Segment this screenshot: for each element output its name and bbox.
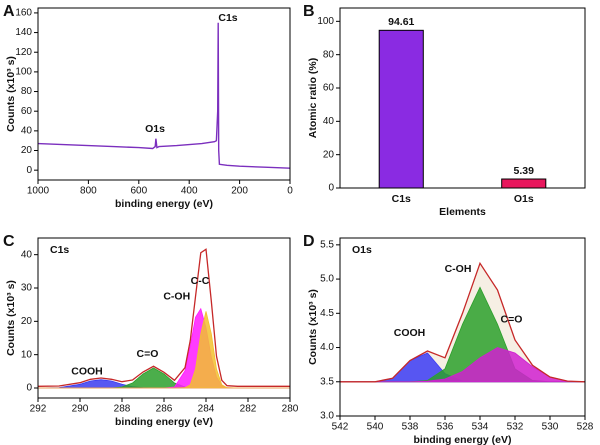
y-tick-label: 0 [328,183,334,194]
y-axis-label: Counts (x10³ s) [5,56,17,132]
x-tick-label: 400 [181,186,198,197]
component-area [340,286,585,383]
x-tick-label: 800 [80,186,97,197]
envelope-line [37,248,290,387]
value-label: 5.39 [514,165,535,177]
y-tick-label: 80 [21,86,33,97]
component-label: C-OH [445,263,472,275]
y-tick-label: 60 [21,106,33,117]
y-tick-label: 5.5 [320,239,334,250]
plot-frame [339,7,586,189]
component-label: COOH [71,365,103,377]
x-tick-label: 282 [240,404,257,415]
y-tick-label: 100 [317,16,334,27]
x-tick-label: O1s [514,193,534,205]
x-tick-label: 200 [231,186,248,197]
y-tick-label: 60 [323,83,335,94]
peak-annotation: C1s [218,12,237,24]
x-tick-label: 530 [542,422,559,433]
peak-annotation: O1s [145,123,165,135]
x-axis-label: binding energy (eV) [115,198,213,210]
y-tick-label: 3.5 [320,376,334,387]
x-tick-label: 542 [332,422,349,433]
y-tick-label: 140 [15,27,32,38]
y-tick-label: 20 [21,316,33,327]
x-tick-label: 286 [156,404,173,415]
x-tick-label: 600 [130,186,147,197]
y-tick-label: 10 [21,349,33,360]
y-tick-label: 4.5 [320,308,334,319]
x-tick-label: 532 [507,422,524,433]
x-axis-label: Elements [439,206,486,218]
y-tick-label: 40 [21,125,33,136]
y-tick-label: 0 [26,165,32,176]
panel-label: C1s [50,244,69,256]
plot-frame [37,237,291,399]
plot-frame [339,237,586,417]
x-tick-label: 284 [198,404,215,415]
y-tick-label: 40 [21,249,33,260]
x-axis-label: binding energy (eV) [413,434,511,445]
data-line [37,22,291,169]
y-tick-label: 160 [15,8,32,19]
plot-frame [37,7,291,181]
y-axis-label: Atomic ratio (%) [307,58,319,139]
panel-letter: A [3,3,15,20]
component-label: C-C [191,275,210,287]
x-tick-label: 280 [282,404,299,415]
bar [378,29,424,189]
x-tick-label: 540 [367,422,384,433]
envelope-fill [340,263,585,382]
x-tick-label: 0 [287,186,293,197]
y-tick-label: 20 [21,145,33,156]
component-area [38,311,290,389]
x-tick-label: 528 [577,422,594,433]
panel-letter: C [3,233,15,250]
bar [501,178,547,189]
panel-letter: B [303,3,315,20]
component-label: COOH [394,327,426,339]
y-tick-label: 120 [15,47,32,58]
y-tick-label: 40 [323,116,335,127]
x-tick-label: 534 [472,422,489,433]
y-axis-label: Counts (x10³ s) [307,289,319,365]
x-tick-label: 1000 [27,186,50,197]
y-axis-label: Counts (x10³ s) [5,280,17,356]
y-tick-label: 80 [323,49,335,60]
y-tick-label: 4.0 [320,342,334,353]
x-axis-label: binding energy (eV) [115,416,213,428]
x-tick-label: 292 [30,404,47,415]
x-tick-label: C1s [392,193,411,205]
panel-label: O1s [352,244,372,256]
y-tick-label: 30 [21,283,33,294]
y-tick-label: 20 [323,149,335,160]
envelope-line [340,261,586,383]
x-tick-label: 536 [437,422,454,433]
panel-letter: D [303,233,315,250]
component-label: C-OH [163,290,190,302]
x-tick-label: 288 [114,404,131,415]
y-tick-label: 0 [26,383,32,394]
y-tick-label: 5.0 [320,274,334,285]
y-tick-label: 100 [15,67,32,78]
value-label: 94.61 [388,16,414,28]
component-label: C=O [137,348,159,360]
component-label: C=O [501,313,523,325]
x-tick-label: 290 [72,404,89,415]
x-tick-label: 538 [402,422,419,433]
y-tick-label: 3.0 [320,411,334,422]
